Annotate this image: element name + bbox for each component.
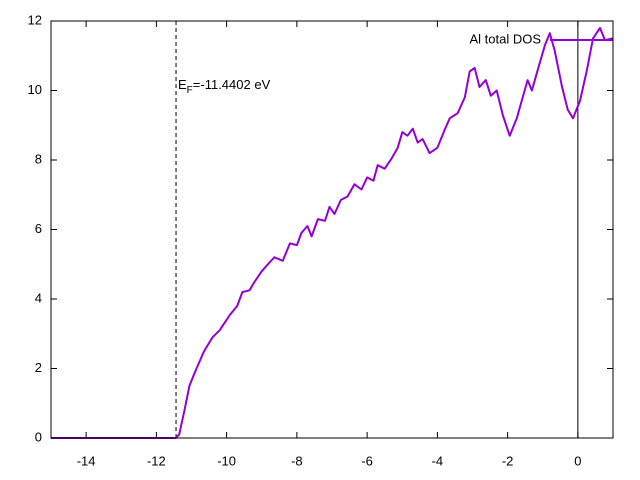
y-tick-label: 6 xyxy=(35,221,42,236)
y-tick-label: 10 xyxy=(28,82,42,97)
y-tick-label: 4 xyxy=(35,290,42,305)
y-tick-label: 8 xyxy=(35,151,42,166)
x-tick-label: -10 xyxy=(217,453,236,468)
dos-line xyxy=(51,26,614,439)
fermi-annotation: EF=-11.4402 eV xyxy=(178,77,271,95)
annotation-text: E xyxy=(178,77,187,92)
annotation-subscript: F xyxy=(187,85,193,96)
y-tick-label: 12 xyxy=(28,12,42,27)
x-tick-label: -2 xyxy=(502,453,514,468)
x-tick-label: -12 xyxy=(147,453,166,468)
y-tick-label: 2 xyxy=(35,360,42,375)
x-tick-label: -8 xyxy=(291,453,303,468)
annotation-suffix: =-11.4402 eV xyxy=(193,77,271,92)
x-tick-label: 0 xyxy=(574,453,581,468)
x-tick-label: -14 xyxy=(77,453,96,468)
x-tick-label: -4 xyxy=(432,453,444,468)
plot-border xyxy=(50,20,614,439)
legend-label: Al total DOS xyxy=(469,31,541,46)
y-tick-label: 0 xyxy=(35,429,42,444)
x-tick-label: -6 xyxy=(361,453,373,468)
